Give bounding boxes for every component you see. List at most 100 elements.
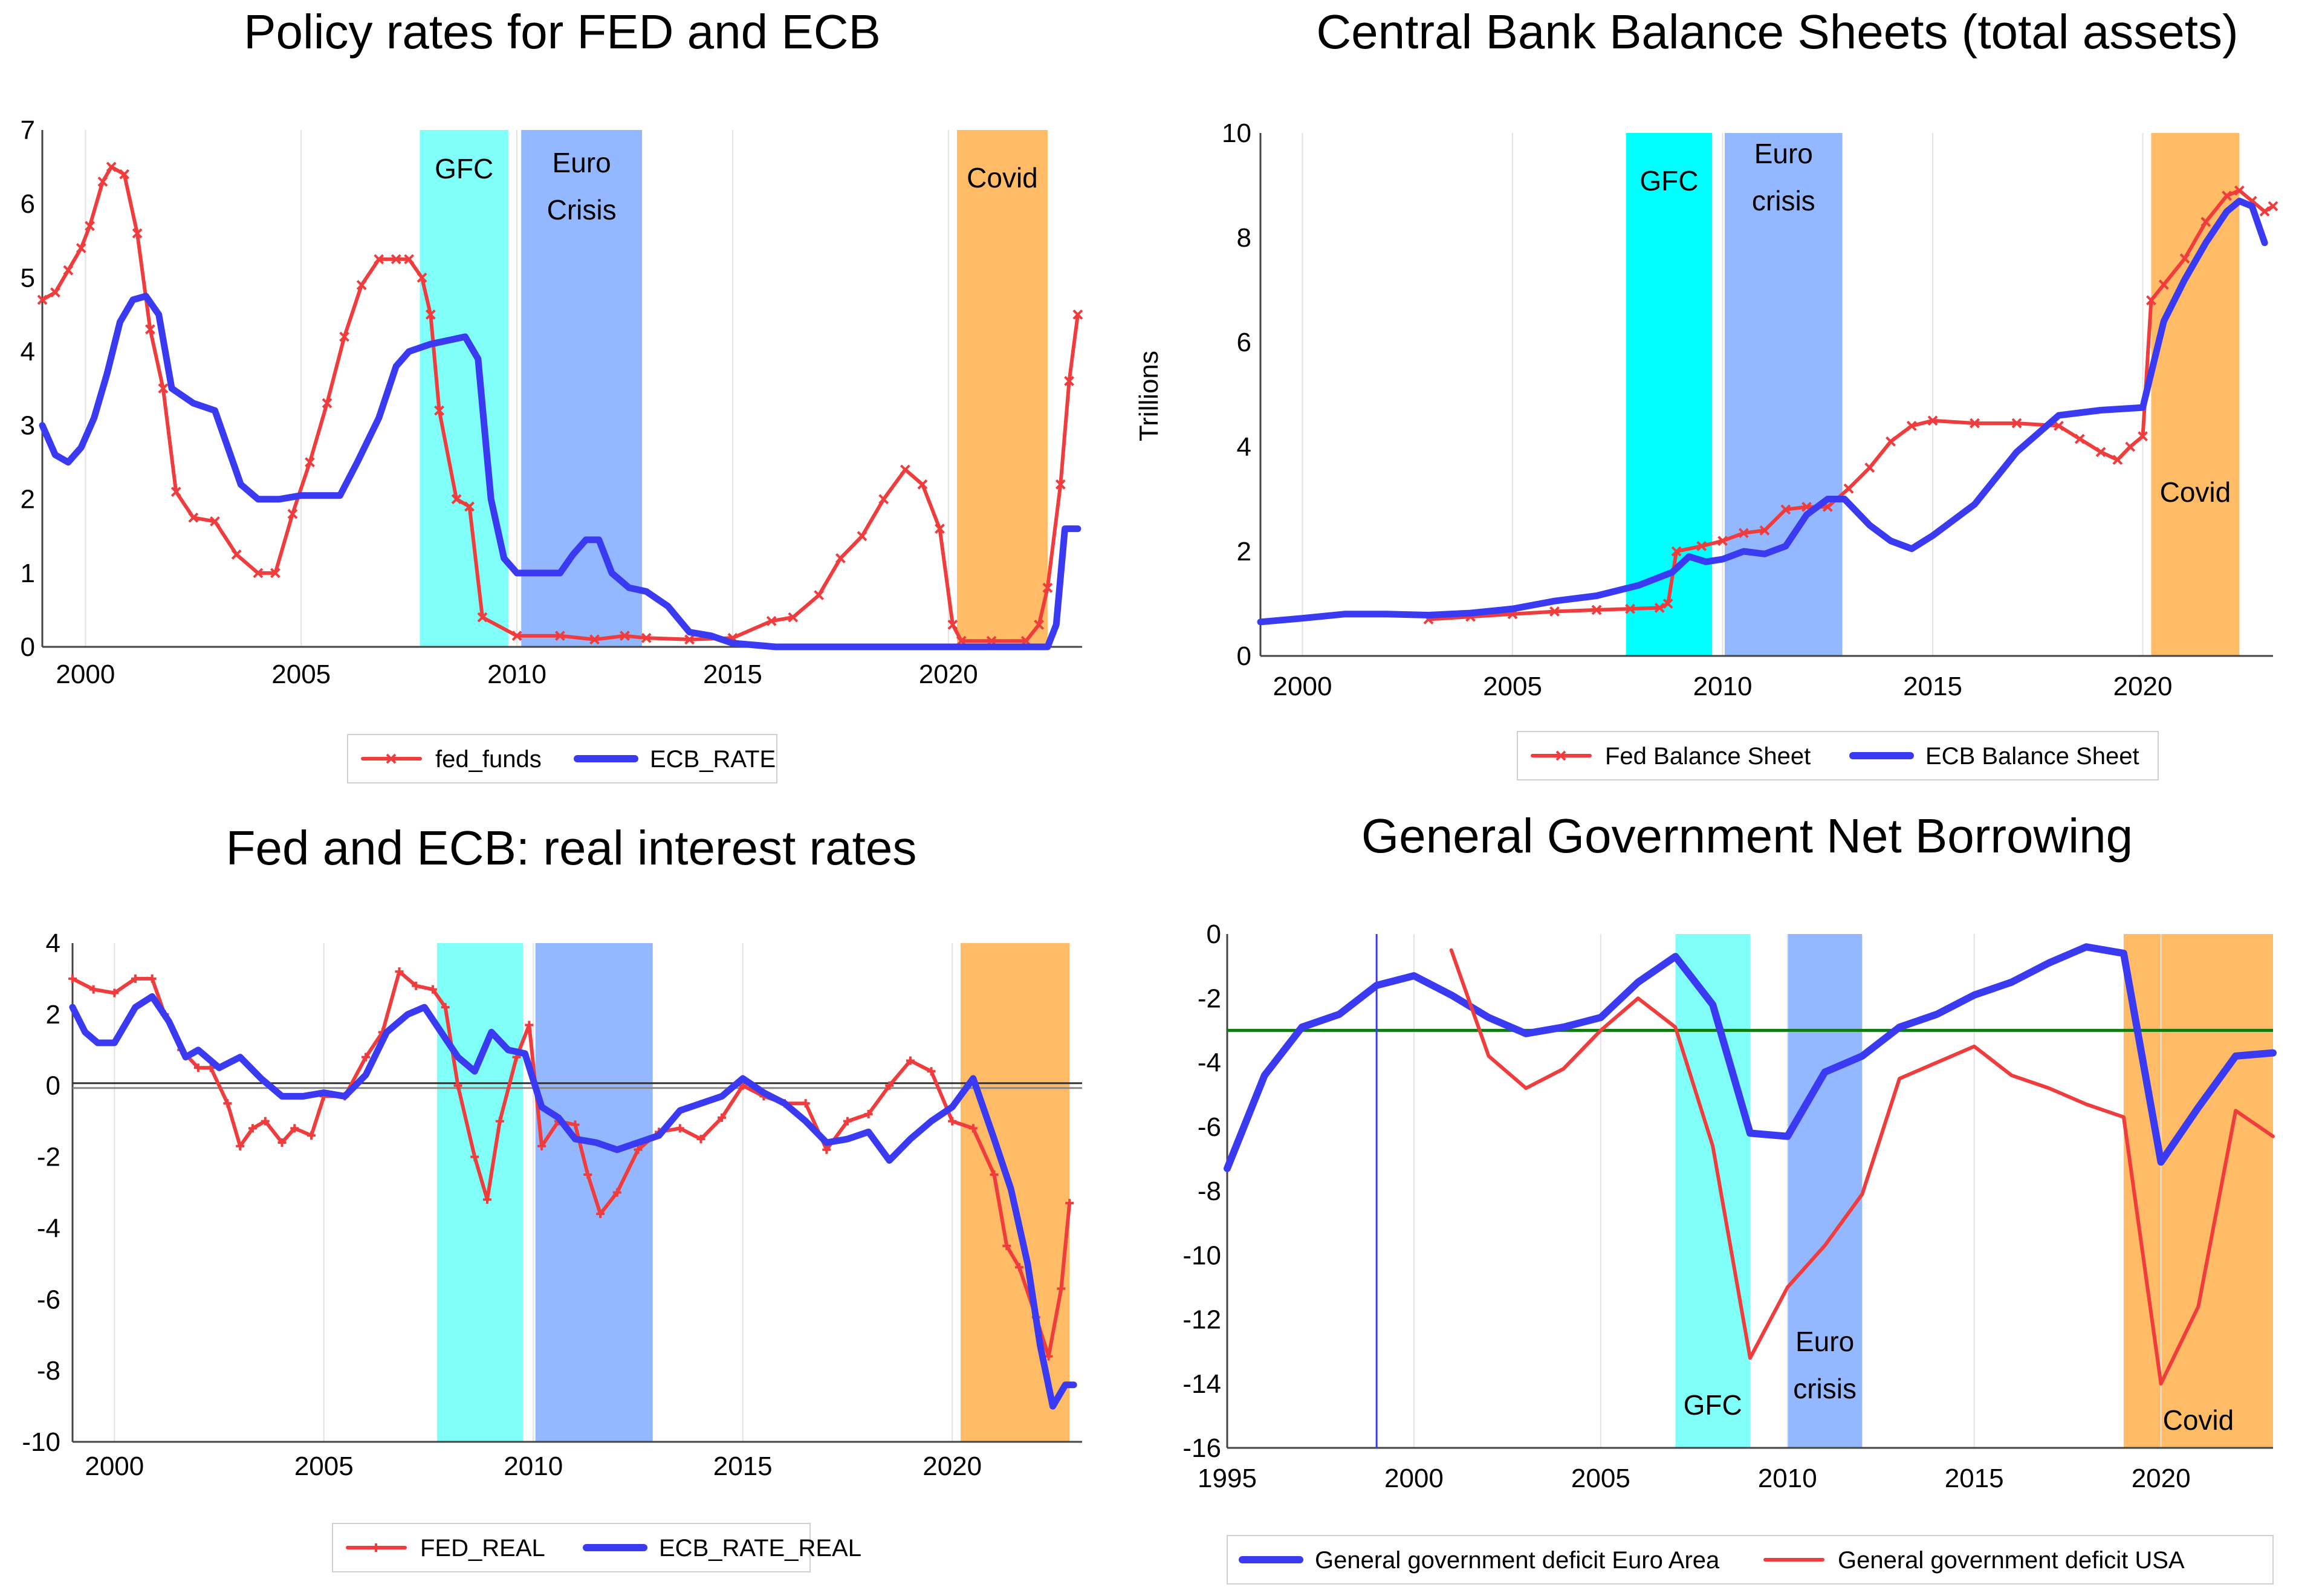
chart1-band-label-line: Euro bbox=[553, 147, 611, 178]
chart2-band-0 bbox=[1626, 133, 1713, 656]
chart1-series-0-point bbox=[917, 479, 928, 490]
chart3-y-tick-label: 0 bbox=[46, 1071, 60, 1101]
chart3-band-0 bbox=[436, 943, 523, 1442]
chart1-series-0-point bbox=[106, 161, 117, 172]
chart2-legend bbox=[1517, 731, 2159, 780]
chart2-plot: 2000 2005 2010 2015 2020 0 2 4 6 8 10 GFC Euro crisis… bbox=[1222, 118, 2278, 780]
chart1-series-0-point bbox=[404, 254, 415, 265]
chart2-series-0-point bbox=[1864, 462, 1875, 473]
chart2-y-tick-label: 4 bbox=[1237, 432, 1251, 462]
chart3-legend-label-1: ECB_RATE_REAL bbox=[659, 1535, 861, 1562]
chart3-series-0-point bbox=[306, 1131, 316, 1140]
chart1-series-0-point bbox=[76, 243, 86, 253]
chart3-series-0-point bbox=[596, 1209, 605, 1218]
chart1-band-label-0: GFC bbox=[435, 153, 493, 184]
chart3-x-tick-label: 2005 bbox=[294, 1452, 354, 1481]
chart2-y-tick-label: 8 bbox=[1237, 223, 1251, 253]
chart1-series-0-point bbox=[356, 280, 367, 290]
chart1-series-0-point bbox=[947, 619, 958, 630]
chart4-y-tick-label: -6 bbox=[1198, 1112, 1221, 1142]
chart1-series-0-point bbox=[231, 549, 242, 560]
chart2-series-0-point bbox=[1717, 536, 1728, 547]
chart1-band-2 bbox=[957, 130, 1048, 647]
chart3-series-0-point bbox=[822, 1145, 831, 1154]
chart3-series-0-point bbox=[885, 1081, 894, 1090]
chart1-series-0-point bbox=[188, 512, 199, 523]
chart2-band-label-0: GFC bbox=[1639, 165, 1698, 196]
chart3-x-tick-label: 2000 bbox=[85, 1452, 144, 1481]
chart1-legend-label-1: ECB_RATE bbox=[650, 746, 776, 773]
chart2-series-0-point bbox=[1759, 525, 1770, 536]
chart1-series-0-point bbox=[935, 524, 945, 534]
chart3-y-tick-label: -10 bbox=[22, 1427, 60, 1457]
chart1-series-0-point bbox=[900, 464, 910, 475]
chart1-series-0-point bbox=[1072, 309, 1083, 320]
chart4-y-tick-label: -16 bbox=[1182, 1433, 1221, 1463]
chart2-series-0-point bbox=[2054, 420, 2064, 431]
chart1-series-1-line bbox=[39, 293, 1082, 650]
chart1-y-tick-label: 5 bbox=[21, 263, 35, 293]
chart1-plot: 2000 2005 2010 2015 2020 0 1 2 3 4 5 6 7 GFC Euro Crisi… bbox=[21, 115, 1083, 783]
chart3-series-0-point bbox=[1015, 1263, 1024, 1272]
chart1-y-tick-label: 7 bbox=[21, 115, 35, 145]
chart4-x-tick-label: 1995 bbox=[1198, 1464, 1257, 1493]
chart1-series-0-point bbox=[322, 398, 332, 409]
chart3-y-tick-label: 2 bbox=[46, 1000, 60, 1030]
chart4-series-0-line bbox=[1224, 943, 2277, 1172]
chart1-series-0-point bbox=[119, 169, 130, 180]
chart1-y-tick-label: 2 bbox=[21, 485, 35, 514]
chart2-series-0-point bbox=[1886, 436, 1896, 447]
chart2-series-0-point bbox=[1738, 528, 1749, 539]
chart3-y-tick-label: -6 bbox=[37, 1285, 60, 1314]
chart3-legend-marker-0 bbox=[372, 1543, 380, 1552]
chart1-series-0-point bbox=[417, 272, 427, 283]
chart3-series-0-point bbox=[801, 1099, 810, 1108]
chart3-series-0-point bbox=[948, 1117, 957, 1126]
chart3-series-0-point bbox=[927, 1067, 936, 1076]
chart1-series-0-point bbox=[305, 457, 315, 468]
chart2-series-0-point bbox=[1843, 483, 1854, 494]
chart1-legend-label-0: fed_funds bbox=[435, 746, 542, 773]
chart1-band-label-1: Euro Crisis bbox=[547, 147, 617, 225]
chart3-series-0-point bbox=[1057, 1284, 1066, 1293]
chart3-series-0-point bbox=[362, 1053, 371, 1062]
chart2-series-0-point bbox=[1625, 603, 1636, 614]
chart1-series-0-point bbox=[339, 331, 349, 342]
chart1-y-tick-label: 3 bbox=[21, 411, 35, 441]
chart1-y-tick-label: 4 bbox=[21, 337, 35, 366]
chart1-series-0-point bbox=[434, 405, 445, 416]
chart3-series-1-line bbox=[69, 993, 1077, 1410]
chart2-series-1-line bbox=[1257, 198, 2268, 626]
chart3-series-0-point bbox=[89, 985, 98, 994]
chart2-series-0-point bbox=[1654, 603, 1665, 613]
chart2-band-label-line: Covid bbox=[2160, 476, 2231, 508]
chart1-band-label-line: Crisis bbox=[547, 194, 617, 225]
chart1-series-0-point bbox=[620, 631, 630, 641]
chart3-series-0-point bbox=[236, 1141, 245, 1150]
chart2-series-0-point bbox=[2222, 190, 2232, 201]
chart4-band-label-line: GFC bbox=[1684, 1389, 1742, 1421]
chart1-series-0-line bbox=[41, 165, 1080, 643]
chart2-series-0-point bbox=[2074, 433, 2085, 444]
chart4-band-label-1: Euro crisis bbox=[1793, 1326, 1857, 1404]
chart4-y-tick-label: -14 bbox=[1182, 1369, 1221, 1399]
chart4-x-tick-label: 2020 bbox=[2132, 1464, 2191, 1493]
chart1-band-label-2: Covid bbox=[967, 162, 1038, 193]
chart3-series-0-point bbox=[990, 1170, 999, 1179]
chart3-series-0-point bbox=[131, 974, 140, 983]
chart1-series-0-point bbox=[210, 516, 220, 527]
chart4-band-label-0: GFC bbox=[1684, 1389, 1742, 1421]
chart1-series-0-point bbox=[391, 254, 401, 265]
chart1-series-0-point bbox=[50, 287, 60, 298]
chart3-series-0-point bbox=[193, 1063, 203, 1072]
chart1-title: Policy rates for FED and ECB bbox=[244, 5, 881, 59]
chart4-band-label-2: Covid bbox=[2163, 1404, 2234, 1436]
chart1-series-0-point bbox=[766, 615, 777, 626]
chart2-series-0-point bbox=[1780, 504, 1791, 515]
chart4-y-tick-label: -4 bbox=[1198, 1048, 1221, 1078]
chart4-y-tick-label: -2 bbox=[1198, 984, 1221, 1013]
chart3-series-0-point bbox=[110, 988, 119, 997]
chart1-x-tick-label: 2010 bbox=[487, 660, 546, 689]
chart2-series-0-point bbox=[2095, 447, 2106, 458]
chart3-series-0-point bbox=[571, 1120, 580, 1129]
